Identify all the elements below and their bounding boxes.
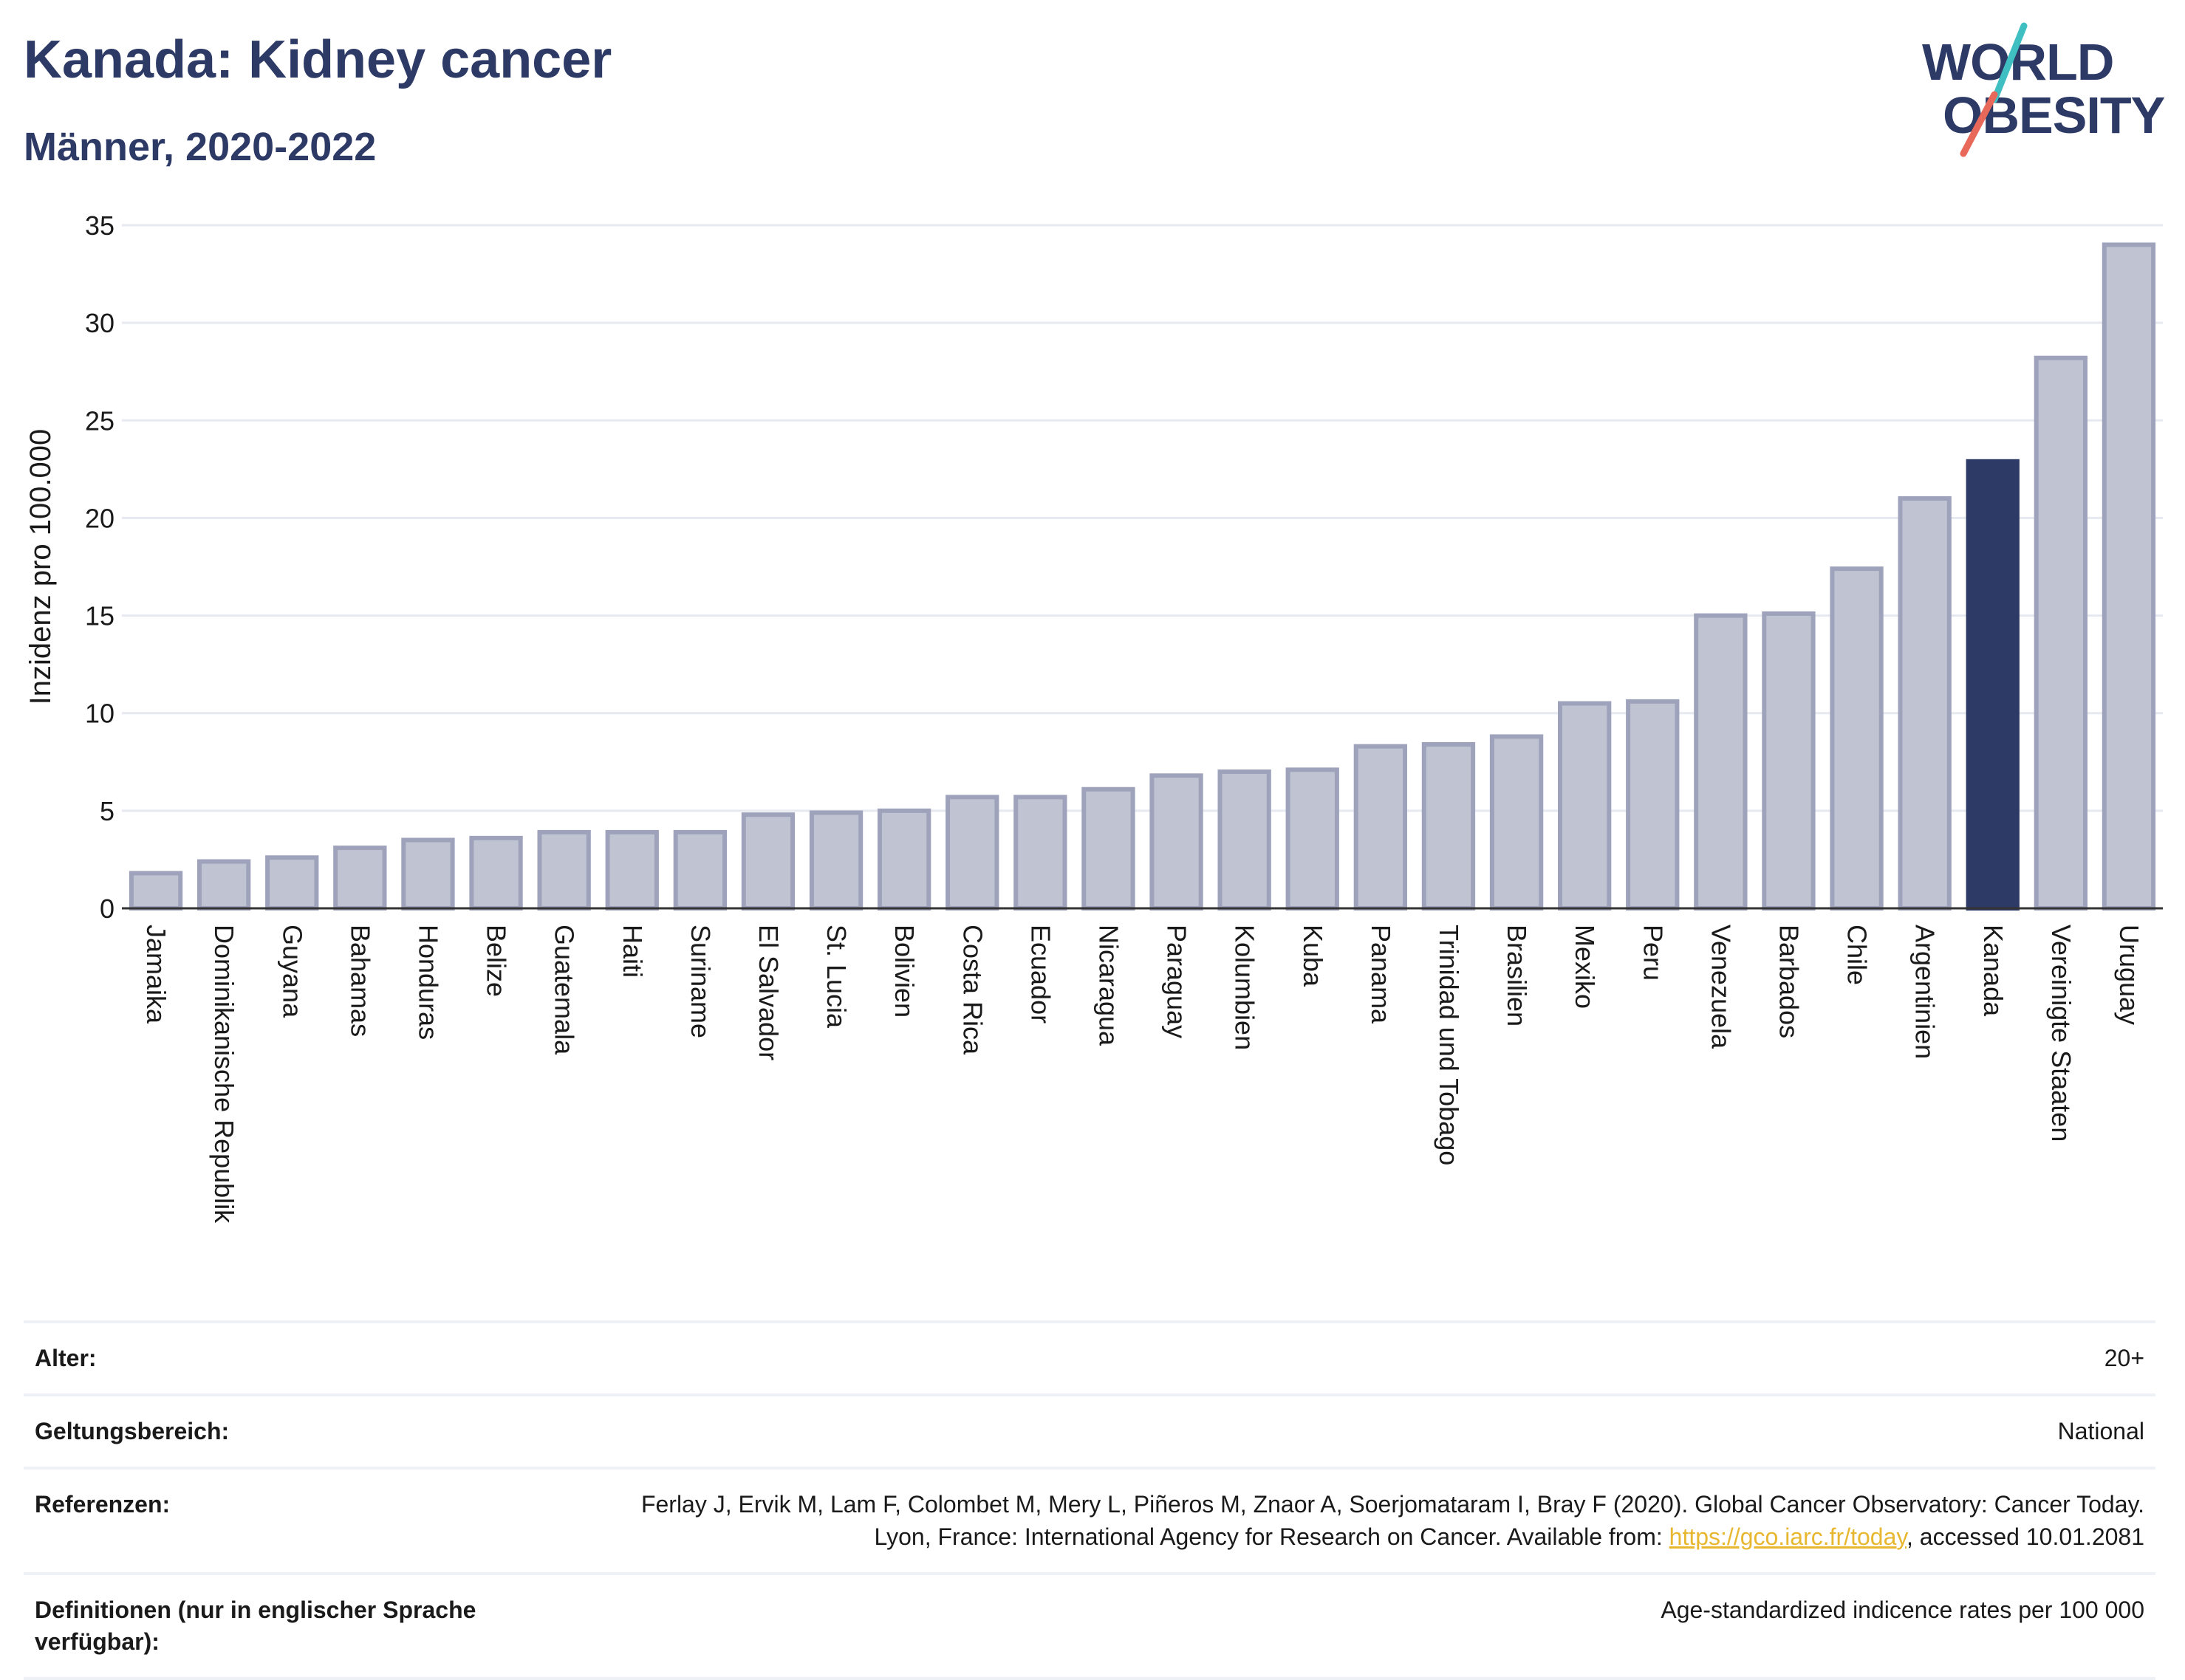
bar-st-lucia — [809, 810, 864, 911]
bar-paraguay — [1149, 773, 1203, 911]
y-axis-ticks: 0 5 10 15 20 25 30 35 — [85, 210, 114, 924]
bar-guatemala — [537, 829, 591, 911]
bar-trinidad-und-tobago — [1421, 742, 1476, 911]
bar-dominikanische-republik — [196, 859, 251, 911]
logo-slash-teal — [1991, 22, 2028, 103]
bar-peru — [1626, 699, 1680, 911]
bar-kolumbien — [1217, 769, 1271, 911]
logo-slash-coral — [1960, 91, 1998, 157]
y-tick-label: 10 — [85, 699, 114, 729]
definitions-label: Definitionen (nur in englischer Sprache … — [35, 1596, 476, 1655]
x-tick-label: St. Lucia — [821, 925, 852, 1029]
bar-guyana — [265, 855, 319, 911]
bar-honduras — [401, 837, 455, 911]
x-tick-label: Guyana — [277, 925, 307, 1018]
x-tick-label: Haiti — [618, 925, 648, 978]
world-obesity-logo: WORLD OBESITY — [1922, 22, 2166, 157]
bar-ecuador — [1013, 795, 1067, 911]
x-tick-label: Honduras — [413, 925, 443, 1040]
bar-panama — [1353, 744, 1408, 911]
bar-belize — [469, 835, 523, 911]
chart-subtitle: Männer, 2020-2022 — [24, 125, 377, 169]
bar-argentinien — [1898, 496, 1952, 911]
x-tick-label: Guatemala — [550, 925, 580, 1055]
x-tick-label: Uruguay — [2114, 925, 2144, 1025]
y-tick-label: 0 — [100, 894, 114, 924]
bar-kanada — [1966, 459, 2020, 911]
bar-costa-rica — [946, 795, 999, 911]
bar-jamaika — [129, 871, 183, 911]
x-tick-label: Kolumbien — [1230, 925, 1260, 1050]
scope-label: Geltungsbereich: — [35, 1418, 230, 1445]
x-tick-label: Nicaragua — [1093, 925, 1124, 1046]
x-tick-label: Costa Rica — [957, 925, 988, 1055]
age-label: Alter: — [35, 1345, 97, 1371]
grid-lines — [122, 224, 2163, 812]
metadata-table: Alter: 20+ Geltungsbereich: National Ref… — [24, 1320, 2155, 1680]
x-axis-tick-labels: Jamaika Dominikanische Republik Guyana Baha… — [141, 925, 2144, 1224]
bar-vereinigte-staaten — [2034, 355, 2088, 911]
bar-mexiko — [1557, 701, 1612, 911]
meta-row-scope: Geltungsbereich: National — [24, 1396, 2155, 1470]
y-tick-label: 20 — [85, 503, 114, 533]
x-tick-label: Brasilien — [1502, 925, 1532, 1026]
x-tick-label: Belize — [482, 925, 512, 997]
references-text: Ferlay J, Ervik M, Lam F, Colombet M, Me… — [640, 1491, 2144, 1550]
definitions-value: Age-standardized indicence rates per 100… — [1661, 1596, 2144, 1623]
x-tick-label: Mexiko — [1570, 925, 1600, 1009]
x-tick-label: Vereinigte Staaten — [2046, 925, 2076, 1142]
bar-el-salvador — [741, 812, 796, 911]
bar-venezuela — [1694, 613, 1748, 911]
age-value: 20+ — [2104, 1345, 2144, 1371]
x-tick-label: Jamaika — [141, 925, 171, 1024]
bar-bolivien — [877, 808, 931, 911]
bar-chart: 0 5 10 15 20 25 30 35 Jamaika Dominikanische Rep… — [24, 210, 2163, 1224]
y-tick-label: 35 — [85, 210, 114, 241]
x-tick-label: Kuba — [1298, 925, 1328, 987]
references-accessed: , accessed 10.01.2081 — [1906, 1523, 2144, 1550]
x-tick-label: Venezuela — [1706, 925, 1736, 1049]
x-tick-label: Chile — [1842, 925, 1873, 985]
bar-barbados — [1762, 611, 1816, 911]
y-tick-label: 25 — [85, 405, 114, 436]
y-axis-label: Inzidenz pro 100.000 — [24, 429, 57, 705]
bar-haiti — [605, 829, 659, 911]
scope-value: National — [2057, 1418, 2144, 1445]
bar-suriname — [673, 829, 728, 911]
bar-chile — [1830, 566, 1884, 911]
x-tick-label: Argentinien — [1910, 925, 1940, 1059]
x-tick-label: Bolivien — [889, 925, 920, 1018]
x-tick-label: Trinidad und Tobago — [1434, 925, 1464, 1165]
bar-bahamas — [333, 846, 387, 911]
meta-row-references: Referenzen: Ferlay J, Ervik M, Lam F, Co… — [24, 1470, 2155, 1575]
x-tick-label: Dominikanische Republik — [209, 925, 239, 1224]
x-tick-label: El Salvador — [753, 925, 784, 1060]
bar-nicaragua — [1081, 786, 1135, 911]
references-link[interactable]: https://gco.iarc.fr/today — [1669, 1523, 1907, 1550]
meta-row-age: Alter: 20+ — [24, 1323, 2155, 1397]
x-tick-label: Barbados — [1774, 925, 1804, 1038]
references-label: Referenzen: — [35, 1491, 171, 1518]
bar-brasilien — [1489, 734, 1544, 911]
meta-row-definitions: Definitionen (nur in englischer Sprache … — [24, 1575, 2155, 1680]
y-tick-label: 5 — [100, 796, 114, 826]
bar-kuba — [1285, 767, 1339, 911]
x-tick-label: Peru — [1638, 925, 1668, 981]
x-tick-label: Kanada — [1978, 925, 2008, 1017]
x-tick-label: Bahamas — [345, 925, 375, 1037]
x-tick-label: Panama — [1366, 925, 1396, 1024]
references-value: Ferlay J, Ervik M, Lam F, Colombet M, Me… — [593, 1489, 2144, 1552]
chart-title: Kanada: Kidney cancer — [24, 30, 612, 89]
x-tick-label: Suriname — [685, 925, 716, 1038]
bar-uruguay — [2102, 242, 2156, 911]
y-tick-label: 15 — [85, 601, 114, 631]
y-tick-label: 30 — [85, 308, 114, 338]
x-tick-label: Ecuador — [1025, 925, 1056, 1024]
bars — [129, 242, 2156, 911]
x-tick-label: Paraguay — [1162, 925, 1192, 1038]
